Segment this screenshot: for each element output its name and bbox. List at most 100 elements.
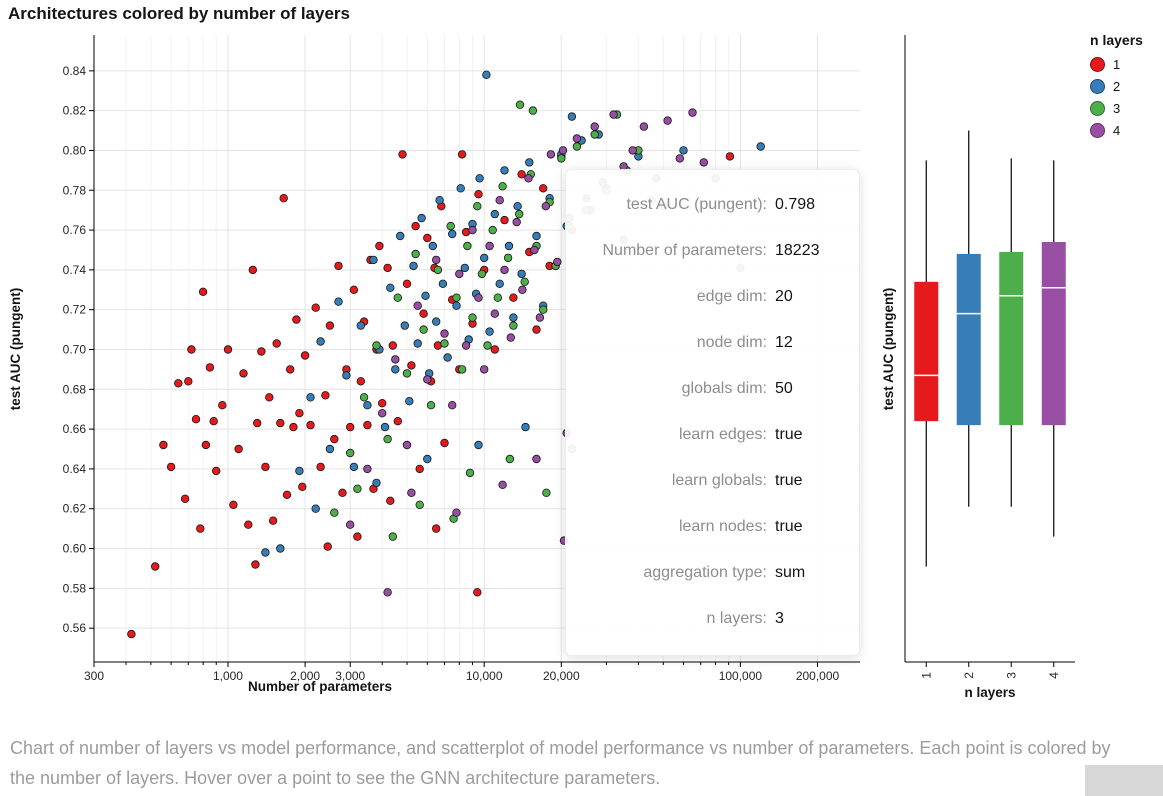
scatter-point[interactable] — [272, 339, 281, 348]
scatter-point[interactable] — [590, 130, 599, 139]
scatter-point[interactable] — [349, 462, 359, 472]
scatter-point[interactable] — [298, 482, 307, 491]
scatter-point[interactable] — [279, 193, 288, 203]
scatter-point[interactable] — [211, 466, 221, 476]
scatter-point[interactable] — [380, 422, 390, 432]
scatter-point[interactable] — [393, 293, 402, 302]
scatter-point[interactable] — [383, 588, 392, 597]
scatter-point[interactable] — [509, 313, 518, 322]
scatter-point[interactable] — [400, 321, 409, 330]
scatter-point[interactable] — [474, 293, 483, 302]
scatter-point[interactable] — [251, 560, 260, 569]
scatter-point[interactable] — [415, 464, 424, 474]
scatter-point[interactable] — [509, 321, 518, 330]
scatter-point[interactable] — [201, 440, 211, 450]
scatter-point[interactable] — [372, 478, 381, 488]
legend-item-2[interactable]: 2 — [1090, 79, 1143, 94]
scatter-point[interactable] — [493, 293, 502, 302]
scatter-point[interactable] — [524, 174, 533, 183]
scatter-point[interactable] — [609, 110, 618, 119]
scatter-point[interactable] — [150, 562, 160, 571]
legend-item-1[interactable]: 1 — [1090, 57, 1143, 72]
scatter-point[interactable] — [521, 422, 530, 432]
scatter-point[interactable] — [457, 150, 467, 159]
scatter-point[interactable] — [402, 279, 412, 288]
scatter-point[interactable] — [448, 229, 457, 239]
scatter-point[interactable] — [229, 500, 238, 509]
scatter-point[interactable] — [455, 269, 464, 279]
box[interactable] — [914, 281, 939, 422]
scatter-point[interactable] — [346, 422, 355, 432]
legend-item-4[interactable]: 4 — [1090, 123, 1143, 138]
scatter-point[interactable] — [282, 490, 292, 499]
scatter-point[interactable] — [325, 444, 335, 454]
scatter-point[interactable] — [679, 146, 688, 155]
scatter-point[interactable] — [515, 100, 525, 109]
scatter-point[interactable] — [541, 201, 550, 211]
scatter-point[interactable] — [509, 293, 518, 302]
scatter-point[interactable] — [553, 257, 562, 267]
scatter-point[interactable] — [428, 241, 437, 251]
scatter-point[interactable] — [334, 297, 343, 306]
scatter-point[interactable] — [567, 112, 577, 121]
scatter-point[interactable] — [480, 253, 489, 263]
scatter-point[interactable] — [187, 345, 196, 354]
scatter-point[interactable] — [316, 462, 325, 472]
scatter-point[interactable] — [530, 245, 539, 255]
scatter-point[interactable] — [398, 150, 407, 159]
scatter-point[interactable] — [474, 189, 483, 199]
scatter-point[interactable] — [413, 301, 422, 310]
scatter-point[interactable] — [440, 329, 449, 338]
scatter-point[interactable] — [276, 544, 285, 553]
scatter-point[interactable] — [386, 283, 395, 292]
scatter-point[interactable] — [452, 508, 461, 517]
scatter-point[interactable] — [239, 369, 248, 378]
scatter-point[interactable] — [363, 401, 372, 410]
scatter-point[interactable] — [423, 375, 432, 384]
scatter-point[interactable] — [438, 279, 448, 288]
scatter-point[interactable] — [512, 217, 521, 227]
scatter-point[interactable] — [456, 184, 465, 193]
scatter-point[interactable] — [474, 440, 483, 450]
scatter-point[interactable] — [349, 285, 359, 294]
box[interactable] — [1041, 242, 1066, 426]
scatter-point[interactable] — [234, 444, 243, 454]
scatter-point[interactable] — [295, 409, 304, 418]
scatter-point[interactable] — [477, 269, 487, 279]
scatter-point[interactable] — [500, 166, 509, 175]
box[interactable] — [956, 253, 981, 426]
scatter-point[interactable] — [407, 361, 416, 370]
scatter-point[interactable] — [353, 532, 362, 541]
legend-item-3[interactable]: 3 — [1090, 101, 1143, 116]
scatter-point[interactable] — [500, 215, 509, 225]
scatter-point[interactable] — [468, 225, 477, 235]
scatter-point[interactable] — [388, 532, 397, 541]
scatter-point[interactable] — [393, 417, 402, 426]
scatter-point[interactable] — [359, 393, 369, 402]
scatter-point[interactable] — [383, 434, 392, 444]
scatter-point[interactable] — [388, 341, 397, 350]
scatter-point[interactable] — [306, 393, 315, 402]
scatter-point[interactable] — [417, 213, 426, 223]
scatter-point[interactable] — [432, 317, 441, 326]
scatter-point[interactable] — [488, 225, 497, 235]
scatter-point[interactable] — [127, 629, 136, 639]
scatter-point[interactable] — [419, 309, 428, 318]
scatter-point[interactable] — [356, 321, 365, 330]
scatter-point[interactable] — [265, 393, 274, 402]
scatter-point[interactable] — [356, 377, 365, 386]
scatter-point[interactable] — [346, 520, 355, 529]
scatter-point[interactable] — [321, 391, 330, 400]
scatter-point[interactable] — [473, 588, 482, 597]
scatter-point[interactable] — [480, 365, 489, 374]
scatter-point[interactable] — [468, 313, 477, 322]
scatter-point[interactable] — [532, 454, 541, 464]
scatter-point[interactable] — [485, 327, 494, 336]
scatter-point[interactable] — [174, 379, 183, 388]
scatter-point[interactable] — [473, 201, 482, 211]
scatter-point[interactable] — [330, 434, 339, 444]
scatter-point[interactable] — [286, 365, 295, 374]
scatter-point[interactable] — [268, 516, 278, 525]
scatter-point[interactable] — [498, 480, 507, 489]
scatter-point[interactable] — [525, 158, 534, 167]
